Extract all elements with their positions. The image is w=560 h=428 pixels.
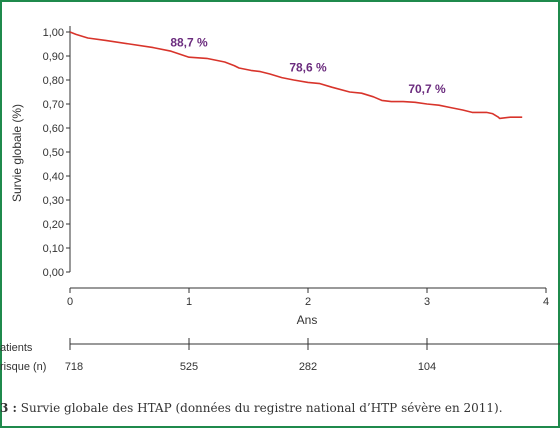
risk-value: 525 <box>180 361 198 373</box>
figure-caption: 3 : Survie globale des HTAP (données du … <box>0 401 556 415</box>
survival-annotation: 70,7 % <box>408 82 446 96</box>
risk-label-line1: atients <box>0 342 33 354</box>
x-tick-label: 3 <box>424 296 430 308</box>
y-axis: 0,00 0,10 0,20 0,30 0,40 0,50 0,60 0,70 0,80 0,90… <box>43 26 71 279</box>
y-tick-label: 0,10 <box>43 243 64 255</box>
y-tick-label: 0,20 <box>43 219 64 231</box>
survival-annotation: 88,7 % <box>170 35 208 49</box>
caption-text: Survie globale des HTAP (données du regi… <box>20 401 503 415</box>
y-tick-label: 0,00 <box>43 267 64 279</box>
y-tick-label: 0,30 <box>43 195 64 207</box>
x-tick-label: 2 <box>305 296 311 308</box>
survival-annotation: 78,6 % <box>289 61 327 75</box>
y-tick-label: 0,50 <box>43 147 64 159</box>
x-tick-label: 0 <box>67 296 73 308</box>
risk-value: 282 <box>299 361 317 373</box>
annotations: 88,7 % 78,6 % 70,7 % <box>170 35 446 96</box>
y-tick-label: 0,70 <box>43 99 64 111</box>
x-axis: 0 1 2 3 4 <box>67 287 549 308</box>
y-axis-title: Survie globale (%) <box>10 104 24 202</box>
x-tick-label: 1 <box>186 296 192 308</box>
risk-value: 104 <box>418 361 436 373</box>
x-axis-title: Ans <box>297 313 318 327</box>
risk-table: atients risque (n) 718 525 282 104 <box>0 338 560 373</box>
y-tick-label: 0,40 <box>43 171 64 183</box>
y-tick-label: 1,00 <box>43 27 64 39</box>
y-tick-label: 0,60 <box>43 123 64 135</box>
risk-value: 718 <box>65 361 83 373</box>
survival-chart: 0,00 0,10 0,20 0,30 0,40 0,50 0,60 0,70 0,80 0,90… <box>0 26 560 373</box>
plot-area <box>69 31 523 120</box>
risk-label-line2: risque (n) <box>0 361 46 373</box>
y-tick-label: 0,90 <box>43 51 64 63</box>
figure-ref: 3 : <box>0 401 17 415</box>
survival-line <box>69 31 523 120</box>
y-tick-label: 0,80 <box>43 75 64 87</box>
x-tick-label: 4 <box>543 296 549 308</box>
